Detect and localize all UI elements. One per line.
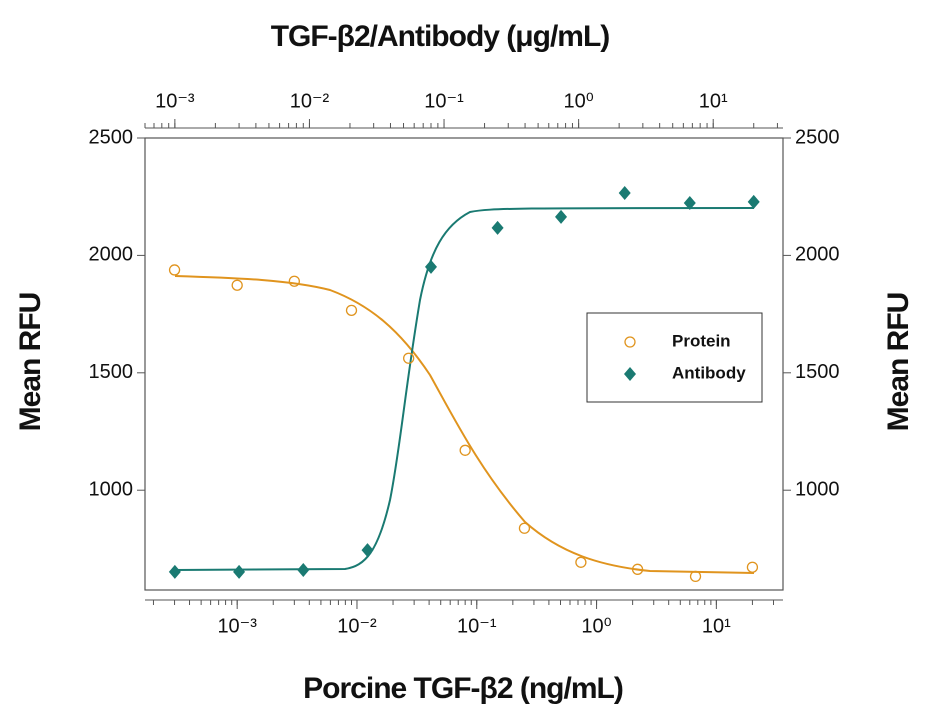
diamond-marker bbox=[168, 564, 181, 579]
circle-marker bbox=[345, 304, 358, 316]
x2-tick-label: 10⁰ bbox=[563, 90, 593, 112]
y2-tick-label: 1000 bbox=[795, 478, 840, 500]
circle-marker bbox=[631, 563, 644, 575]
left-axis-title: Mean RFU bbox=[14, 293, 47, 432]
diamond-marker bbox=[424, 259, 437, 274]
x-tick-label: 10⁻² bbox=[337, 615, 377, 637]
x2-tick-label: 10¹ bbox=[699, 90, 728, 112]
y-tick-label: 1000 bbox=[89, 478, 134, 500]
diamond-marker bbox=[491, 220, 504, 235]
diamond-marker bbox=[624, 367, 636, 381]
x-tick-label: 10⁻³ bbox=[217, 615, 257, 637]
y-tick-label: 1500 bbox=[89, 361, 134, 383]
circle-marker bbox=[168, 264, 181, 276]
x-tick-label: 10⁻¹ bbox=[457, 615, 497, 637]
y-tick-label: 2000 bbox=[89, 244, 134, 266]
x2-tick-label: 10⁻¹ bbox=[424, 90, 464, 112]
x2-tick-label: 10⁻² bbox=[290, 90, 330, 112]
circle-marker bbox=[518, 522, 531, 534]
y2-tick-label: 1500 bbox=[795, 361, 840, 383]
plot-frame bbox=[144, 137, 784, 591]
legend-label: Protein bbox=[672, 331, 731, 350]
circle-marker bbox=[746, 561, 759, 573]
circle-marker bbox=[403, 352, 415, 364]
right-axis-title: Mean RFU bbox=[882, 293, 915, 432]
circle-marker bbox=[459, 444, 471, 456]
legend-box bbox=[586, 312, 763, 403]
diamond-marker bbox=[683, 196, 696, 211]
x-tick-label: 10¹ bbox=[702, 615, 731, 637]
x2-tick-label: 10⁻³ bbox=[155, 90, 195, 112]
y-tick-label: 2500 bbox=[89, 126, 134, 148]
circle-marker bbox=[689, 570, 702, 583]
x-tick-label: 10⁰ bbox=[581, 615, 611, 637]
circle-marker bbox=[288, 275, 300, 287]
circle-marker bbox=[575, 556, 587, 568]
bottom-axis-title: Porcine TGF-β2 (ng/mL) bbox=[303, 672, 623, 705]
diamond-marker bbox=[555, 209, 568, 224]
diamond-marker bbox=[233, 564, 246, 579]
antibody-fit-curve bbox=[174, 207, 755, 571]
circle-marker bbox=[231, 279, 243, 291]
legend-label: Antibody bbox=[672, 363, 746, 382]
top-axis-title: TGF-β2/Antibody (μg/mL) bbox=[271, 20, 610, 53]
diamond-marker bbox=[297, 563, 310, 578]
diamond-marker bbox=[618, 185, 631, 200]
diamond-marker bbox=[747, 194, 760, 209]
circle-marker bbox=[624, 336, 636, 348]
diamond-marker bbox=[361, 543, 374, 558]
y2-tick-label: 2000 bbox=[795, 244, 840, 266]
y2-tick-label: 2500 bbox=[795, 126, 840, 148]
